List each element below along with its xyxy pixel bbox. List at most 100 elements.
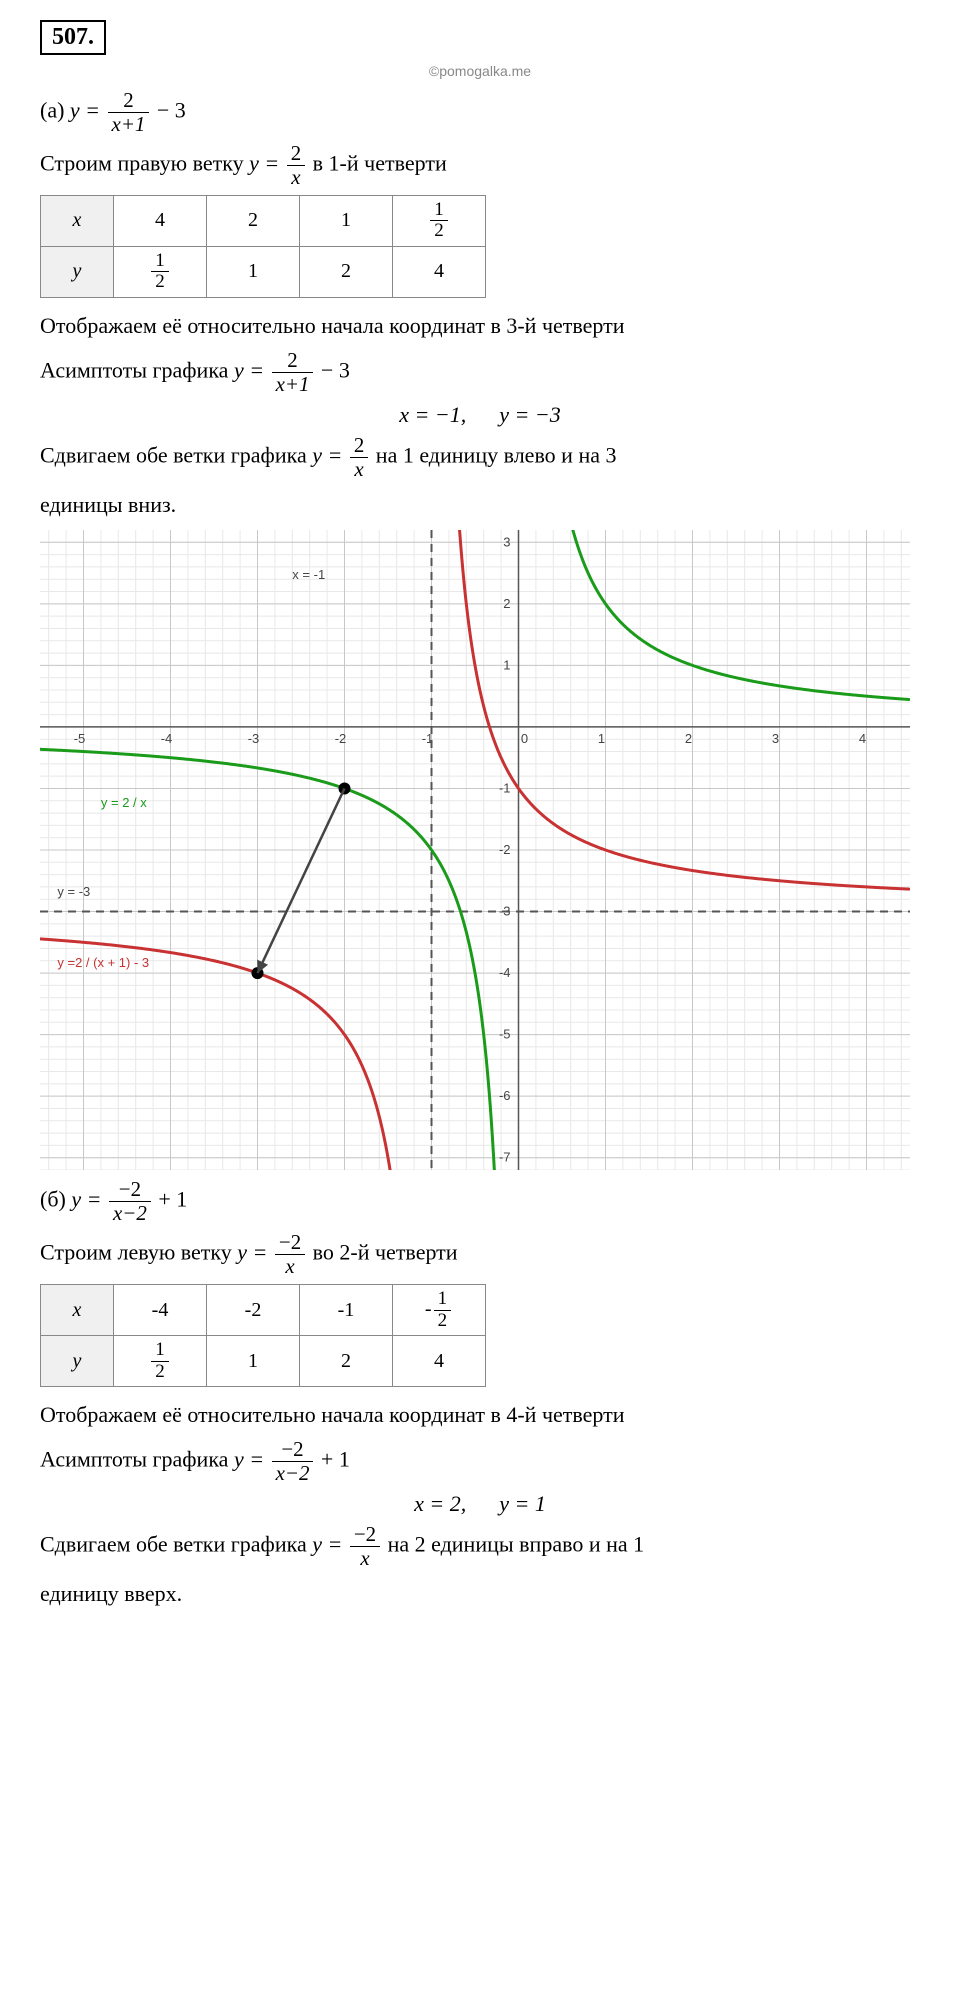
cell: 12	[114, 1336, 207, 1387]
frac-den: x	[287, 166, 305, 189]
eq-tail: + 1	[158, 1187, 187, 1212]
svg-text:x = -1: x = -1	[292, 567, 325, 582]
frac-num: 2	[272, 349, 314, 373]
table-row: x 4 2 1 12	[41, 195, 486, 246]
build-pre: Строим правую ветку	[40, 151, 249, 176]
cell: -12	[393, 1285, 486, 1336]
svg-text:-6: -6	[499, 1088, 511, 1103]
cell: 4	[393, 1336, 486, 1387]
eq-tail: − 3	[157, 98, 186, 123]
svg-text:-3: -3	[248, 731, 260, 746]
row-label-x: x	[41, 195, 114, 246]
cell: 2	[300, 1336, 393, 1387]
build-line-a: Строим правую ветку y = 2 x в 1-й четвер…	[40, 142, 920, 189]
svg-text:-2: -2	[499, 842, 511, 857]
asym-line-a: Асимптоты графика y = 2 x+1 − 3	[40, 349, 920, 396]
frac-den: x+1	[108, 113, 150, 136]
shift-frac: −2 x	[350, 1523, 380, 1570]
eq-lhs: y =	[70, 98, 100, 123]
cell: -1	[300, 1285, 393, 1336]
frac-num: −2	[275, 1231, 305, 1255]
svg-text:3: 3	[503, 535, 510, 550]
n: 1	[151, 1340, 169, 1362]
svg-text:3: 3	[772, 731, 779, 746]
part-a-equation: (а) y = 2 x+1 − 3	[40, 89, 920, 136]
row-label-x: x	[41, 1285, 114, 1336]
cell: 1	[300, 195, 393, 246]
shift-post: на 1 единицу влево и на 3	[376, 443, 617, 468]
table-b: x -4 -2 -1 -12 y 12 1 2 4	[40, 1284, 486, 1387]
frac-den: x	[275, 1255, 305, 1278]
frac-num: −2	[109, 1178, 151, 1202]
build-frac: −2 x	[275, 1231, 305, 1278]
row-label-y: y	[41, 1336, 114, 1387]
cell: 1	[207, 246, 300, 297]
reflect-a: Отображаем её относительно начала коорди…	[40, 308, 920, 343]
svg-text:2: 2	[685, 731, 692, 746]
asym-pre: Асимптоты графика	[40, 358, 234, 383]
d: 2	[434, 1311, 452, 1332]
shift-line-b: Сдвигаем обе ветки графика y = −2 x на 2…	[40, 1523, 920, 1570]
asym-values-a: x = −1, y = −3	[40, 402, 920, 428]
neg: -	[425, 1298, 432, 1320]
frac-num: 2	[287, 142, 305, 166]
cell: 4	[393, 246, 486, 297]
svg-text:y =2 / (x + 1) - 3: y =2 / (x + 1) - 3	[57, 955, 149, 970]
svg-text:y = -3: y = -3	[57, 884, 90, 899]
table-row: y 12 1 2 4	[41, 246, 486, 297]
svg-text:1: 1	[503, 658, 510, 673]
asym-frac: −2 x−2	[272, 1438, 314, 1485]
cell: 4	[114, 195, 207, 246]
build-lhs: y =	[237, 1240, 267, 1265]
build-post: во 2-й четверти	[313, 1240, 458, 1265]
svg-text:-5: -5	[499, 1027, 511, 1042]
problem-number: 507.	[40, 20, 106, 55]
svg-text:0: 0	[521, 731, 528, 746]
table-row: x -4 -2 -1 -12	[41, 1285, 486, 1336]
frac-num: −2	[350, 1523, 380, 1547]
build-post: в 1-й четверти	[313, 151, 447, 176]
part-b-label: (б)	[40, 1187, 66, 1212]
asym-tail: − 3	[321, 358, 350, 383]
d: 2	[151, 1362, 169, 1383]
svg-text:-1: -1	[499, 781, 511, 796]
asym-frac: 2 x+1	[272, 349, 314, 396]
shift-lhs: y =	[312, 443, 342, 468]
asym-lhs: y =	[234, 358, 264, 383]
frac-den: x−2	[272, 1462, 314, 1485]
cell: 2	[207, 195, 300, 246]
n: 1	[151, 251, 169, 273]
svg-text:y = 2 / x: y = 2 / x	[101, 795, 147, 810]
row-label-y: y	[41, 246, 114, 297]
frac-den: x−2	[109, 1202, 151, 1225]
svg-text:-5: -5	[74, 731, 86, 746]
cell: 1	[207, 1336, 300, 1387]
asym-lhs: y =	[234, 1447, 264, 1472]
asym-pre: Асимптоты графика	[40, 1447, 234, 1472]
build-line-b: Строим левую ветку y = −2 x во 2-й четве…	[40, 1231, 920, 1278]
svg-text:-4: -4	[499, 965, 511, 980]
svg-text:1: 1	[598, 731, 605, 746]
chart-svg: -5-4-3-2-101234321-1-2-3-4-5-6-7y = 2 / …	[40, 530, 910, 1170]
svg-text:2: 2	[503, 596, 510, 611]
eq-lhs: y =	[71, 1187, 101, 1212]
svg-text:-7: -7	[499, 1150, 511, 1165]
n: 1	[430, 200, 448, 222]
d: 2	[151, 272, 169, 293]
d: 2	[430, 221, 448, 242]
cell: 12	[114, 246, 207, 297]
chart-container: -5-4-3-2-101234321-1-2-3-4-5-6-7y = 2 / …	[40, 530, 910, 1170]
shift-line2-a: единицы вниз.	[40, 487, 920, 522]
build-lhs: y =	[249, 151, 279, 176]
eq-frac: 2 x+1	[108, 89, 150, 136]
shift-line-a: Сдвигаем обе ветки графика y = 2 x на 1 …	[40, 434, 920, 481]
frac-den: x	[350, 458, 368, 481]
shift-pre: Сдвигаем обе ветки графика	[40, 443, 312, 468]
frac-den: x	[350, 1547, 380, 1570]
build-frac: 2 x	[287, 142, 305, 189]
shift-line2-b: единицу вверх.	[40, 1576, 920, 1611]
asym-tail: + 1	[321, 1447, 350, 1472]
frac-num: 2	[350, 434, 368, 458]
cell: 2	[300, 246, 393, 297]
cell: 12	[393, 195, 486, 246]
